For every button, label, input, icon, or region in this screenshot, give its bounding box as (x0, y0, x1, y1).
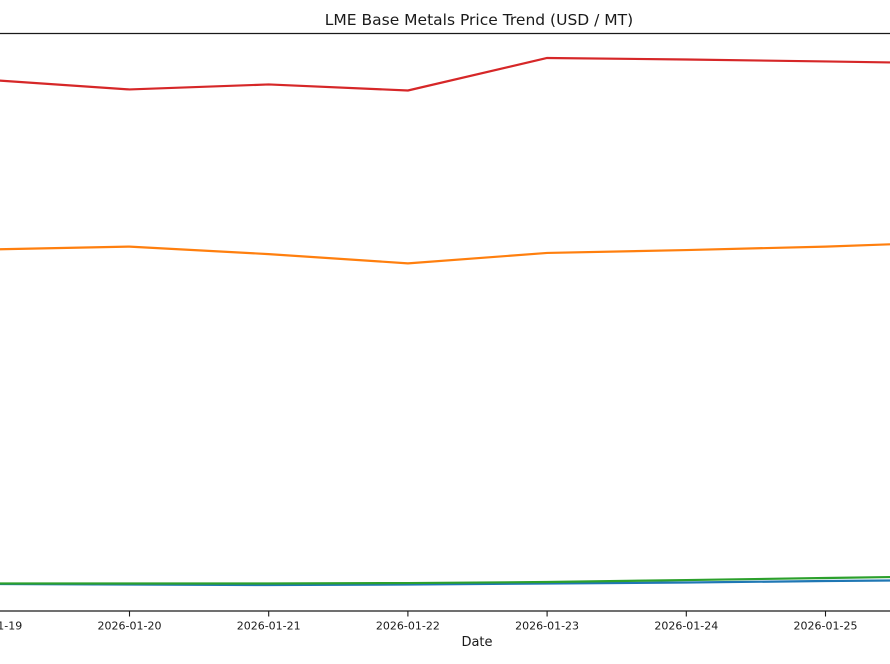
x-tick-label: 2026-01-20 (98, 620, 162, 633)
line-series-green (0, 575, 890, 585)
chart-title: LME Base Metals Price Trend (USD / MT) (325, 11, 633, 29)
line-series-orange (0, 243, 890, 265)
x-tick-label: 2026-01-22 (376, 620, 440, 633)
x-tick-label: 2026-01-19 (0, 620, 22, 633)
line-series-red (0, 56, 890, 92)
series-group (0, 56, 890, 587)
x-ticks-group: 2026-01-19 2026-01-20 2026-01-21 2026-01-22… (0, 611, 857, 633)
x-axis-label: Date (461, 635, 492, 650)
line-series-blue (0, 579, 890, 587)
x-tick-label: 2026-01-25 (794, 620, 858, 633)
x-tick-label: 2026-01-23 (515, 620, 579, 633)
x-tick-label: 2026-01-21 (237, 620, 301, 633)
x-tick-label: 2026-01-24 (654, 620, 718, 633)
